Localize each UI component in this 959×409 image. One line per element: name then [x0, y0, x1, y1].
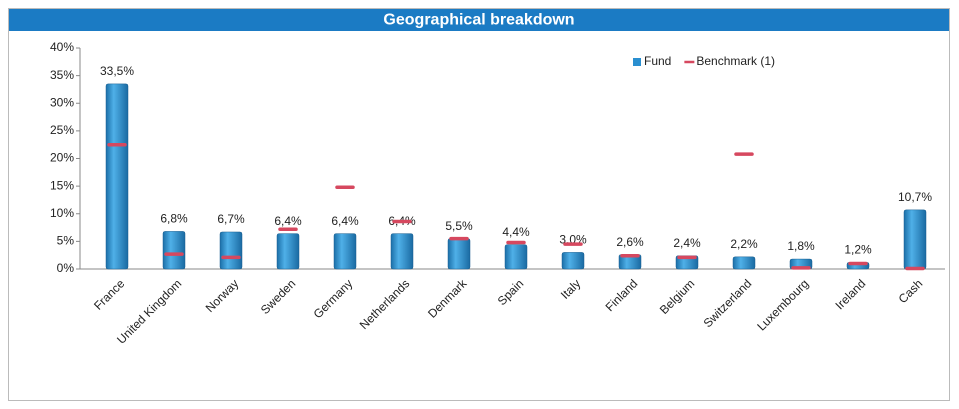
- y-tick-label: 20%: [50, 151, 74, 165]
- data-label: 1,8%: [787, 239, 815, 253]
- bar: [219, 231, 243, 270]
- chart-title: Geographical breakdown: [383, 12, 574, 29]
- data-label: 5,5%: [445, 219, 473, 233]
- y-tick-label: 35%: [50, 68, 74, 82]
- data-label: 6,4%: [331, 214, 359, 228]
- bar: [333, 233, 357, 270]
- data-label: 6,4%: [274, 214, 302, 228]
- y-tick-label: 40%: [50, 40, 74, 54]
- bar: [105, 83, 129, 270]
- data-label: 4,4%: [502, 225, 530, 239]
- bar: [504, 244, 528, 270]
- bar: [276, 233, 300, 270]
- bar: [561, 252, 585, 270]
- data-label: 1,2%: [844, 243, 872, 257]
- y-tick-label: 5%: [57, 234, 75, 248]
- bar: [732, 256, 756, 270]
- y-tick-label: 30%: [50, 95, 74, 109]
- data-label: 6,7%: [217, 212, 245, 226]
- data-label: 2,6%: [616, 235, 644, 249]
- data-label: 6,8%: [160, 212, 188, 226]
- bar: [162, 231, 186, 270]
- title-bar: [9, 9, 949, 31]
- y-tick-label: 15%: [50, 178, 74, 192]
- legend-swatch: [633, 58, 641, 66]
- legend-label: Fund: [644, 54, 671, 68]
- data-label: 2,2%: [730, 237, 758, 251]
- y-tick-label: 25%: [50, 123, 74, 137]
- data-label: 33,5%: [100, 64, 134, 78]
- frame: [8, 8, 950, 401]
- y-tick-label: 0%: [57, 261, 75, 275]
- data-label: 10,7%: [898, 190, 932, 204]
- bar: [447, 238, 471, 270]
- y-tick-label: 10%: [50, 206, 74, 220]
- legend-label: Benchmark (1): [696, 54, 775, 68]
- bar: [903, 209, 927, 270]
- data-label: 2,4%: [673, 236, 701, 250]
- bar: [390, 233, 414, 270]
